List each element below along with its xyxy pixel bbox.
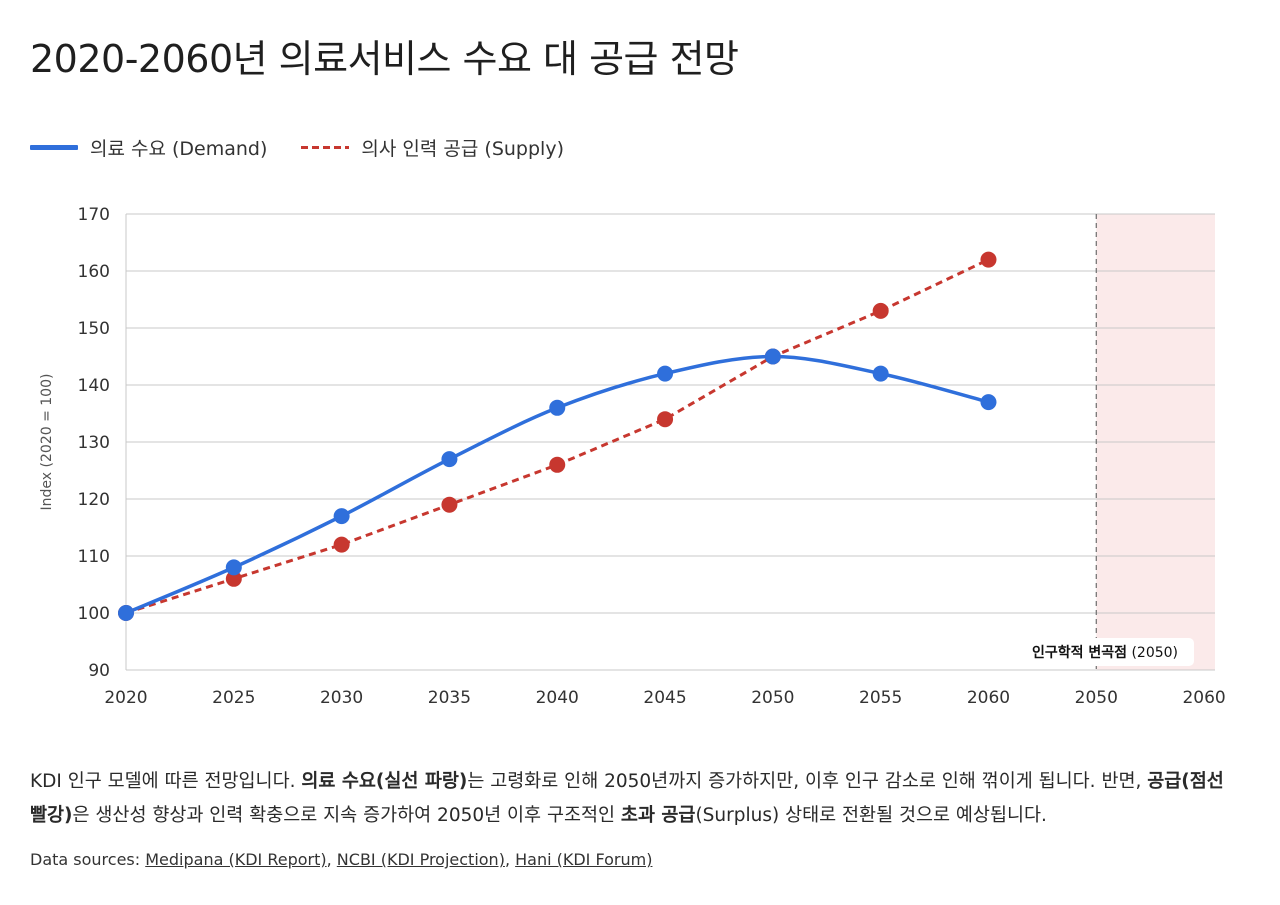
- legend-swatch-dashed-line: [301, 146, 350, 149]
- data-sources: Data sources: Medipana (KDI Report), NCB…: [30, 850, 652, 869]
- legend-label-demand: 의료 수요 (Demand): [90, 138, 268, 160]
- data-point-demand: [872, 365, 889, 382]
- x-tick-label: 2055: [859, 688, 902, 708]
- x-tick-label: 2060: [967, 688, 1010, 708]
- description-text: 은 생산성 향상과 인력 확충으로 지속 증가하여 2050년 이후 구조적인: [72, 805, 621, 826]
- x-tick-label: 2025: [212, 688, 255, 708]
- annotation-label-rest: (2050): [1127, 645, 1178, 661]
- data-point-supply: [441, 496, 458, 513]
- data-point-demand: [441, 451, 458, 468]
- data-point-demand: [980, 394, 997, 411]
- y-tick-label: 170: [78, 205, 110, 225]
- y-axis-label: Index (2020 = 100): [39, 374, 55, 511]
- data-point-supply: [333, 536, 350, 553]
- data-point-supply: [980, 251, 997, 268]
- y-tick-label: 140: [78, 376, 110, 396]
- y-tick-label: 130: [78, 433, 110, 453]
- data-point-supply: [872, 302, 889, 319]
- series-line-demand: [125, 354, 989, 615]
- x-tick-label: 2050: [751, 688, 794, 708]
- x-tick-label: 2030: [320, 688, 363, 708]
- x-tick-label: 2060: [1182, 688, 1225, 708]
- x-tick-label: 2045: [643, 688, 686, 708]
- annotation-label-box: [1016, 638, 1194, 666]
- description-emphasis: 공급(점선 빨강): [30, 771, 1224, 826]
- chart-description: KDI 인구 모델에 따른 전망입니다. 의료 수요(실선 파랑)는 고령화로 …: [30, 765, 1245, 833]
- data-point-demand: [333, 508, 350, 525]
- description-text: (Surplus) 상태로 전환될 것으로 예상됩니다.: [695, 805, 1047, 826]
- description-emphasis: 의료 수요(실선 파랑): [301, 771, 468, 792]
- source-link[interactable]: Hani (KDI Forum): [515, 850, 653, 869]
- chart-legend: 의료 수요 (Demand) 의사 인력 공급 (Supply): [30, 134, 598, 161]
- legend-item-demand[interactable]: 의료 수요 (Demand): [30, 134, 267, 161]
- y-tick-label: 160: [78, 262, 110, 282]
- source-separator: ,: [326, 850, 337, 869]
- y-tick-label: 150: [78, 319, 110, 339]
- data-point-demand: [764, 348, 781, 365]
- legend-swatch-solid-line: [30, 145, 78, 150]
- y-tick-label: 90: [88, 661, 110, 681]
- data-point-demand: [225, 559, 242, 576]
- description-text: KDI 인구 모델에 따른 전망입니다.: [30, 771, 302, 792]
- y-tick-label: 120: [78, 490, 110, 510]
- data-point-demand: [549, 399, 566, 416]
- data-point-supply: [657, 411, 674, 428]
- x-tick-label: 2040: [536, 688, 579, 708]
- y-tick-label: 110: [78, 547, 110, 567]
- line-chart: 90 100 110 120 130 140 150 160 170 Index (2020 = …: [39, 205, 1226, 708]
- description-text: 는 고령화로 인해 2050년까지 증가하지만, 이후 인구 감소로 인해 꺾이…: [467, 771, 1148, 792]
- sources-prefix: Data sources:: [30, 850, 146, 869]
- annotation-label: 인구학적 변곡점 (2050): [1032, 644, 1178, 661]
- series-line-supply: [125, 258, 990, 615]
- x-tick-label: 2020: [104, 688, 147, 708]
- legend-item-supply[interactable]: 의사 인력 공급 (Supply): [301, 134, 564, 161]
- source-link[interactable]: Medipana (KDI Report): [145, 850, 327, 869]
- data-point-supply: [549, 456, 566, 473]
- data-point-demand: [657, 365, 674, 382]
- source-link[interactable]: NCBI (KDI Projection): [336, 850, 505, 869]
- legend-label-supply: 의사 인력 공급 (Supply): [361, 138, 564, 160]
- x-tick-label: 2050: [1075, 688, 1118, 708]
- data-point-demand: [118, 605, 134, 621]
- source-separator: ,: [504, 850, 516, 869]
- page-title: 2020-2060년 의료서비스 수요 대 공급 전망: [30, 37, 739, 81]
- description-emphasis: 초과 공급: [620, 805, 696, 826]
- annotation-label-bold: 인구학적 변곡점: [1032, 644, 1127, 661]
- x-tick-label: 2035: [428, 688, 471, 708]
- data-point-supply: [225, 570, 242, 587]
- y-tick-label: 100: [78, 604, 110, 624]
